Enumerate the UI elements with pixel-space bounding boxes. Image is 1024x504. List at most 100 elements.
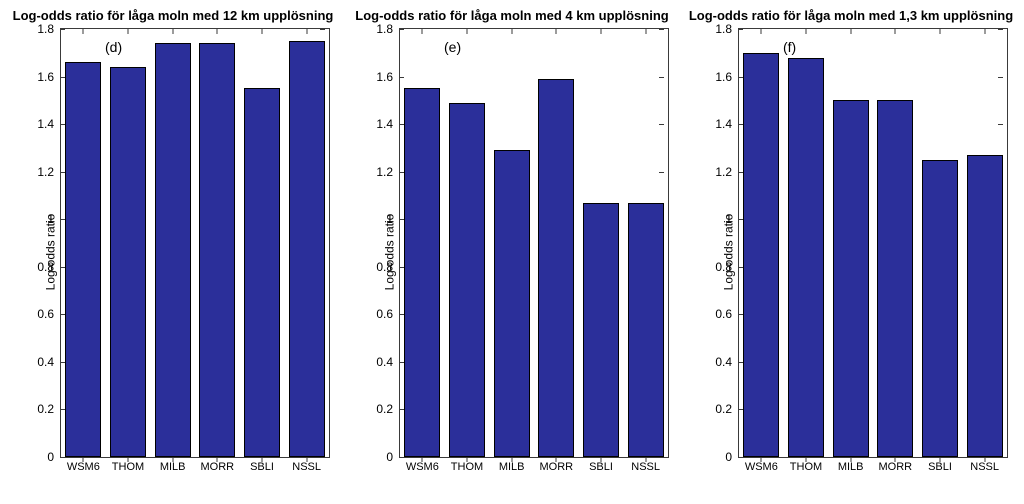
y-tick-label: 1.2: [698, 165, 732, 179]
plot-area: 00.20.40.60.811.21.41.61.8WSM6THOMMILBMO…: [738, 28, 1008, 458]
bar-milb: [494, 150, 530, 457]
x-tick-label: SBLI: [589, 461, 613, 473]
x-tick-top: [217, 29, 218, 34]
y-tick-right: [320, 457, 325, 458]
x-tick-label: WSM6: [67, 461, 100, 473]
y-tick-right: [659, 172, 664, 173]
y-tick-right: [998, 77, 1003, 78]
bar-wsm6: [404, 88, 440, 457]
y-tick-right: [998, 29, 1003, 30]
y-tick-right: [659, 29, 664, 30]
x-tick-label: WSM6: [745, 461, 778, 473]
y-tick-label: 1.6: [359, 70, 393, 84]
x-tick-label: NSSL: [292, 461, 321, 473]
bar-nssl: [289, 41, 325, 457]
x-tick-top: [645, 29, 646, 34]
x-tick-top: [940, 29, 941, 34]
x-tick-label: THOM: [790, 461, 822, 473]
y-tick-label: 1.8: [698, 22, 732, 36]
panel-letter: (f): [783, 39, 796, 55]
panel-f: Log-odds ratio för låga moln med 1,3 km …: [686, 8, 1016, 496]
y-tick-label: 0.8: [20, 260, 54, 274]
y-tick-label: 0.6: [20, 307, 54, 321]
y-tick-label: 0: [698, 450, 732, 464]
bar-thom: [449, 103, 485, 457]
y-tick-right: [320, 29, 325, 30]
panel-letter: (e): [444, 39, 461, 55]
x-tick-label: MORR: [540, 461, 574, 473]
y-tick-right: [659, 457, 664, 458]
y-tick-right: [659, 77, 664, 78]
y-tick-label: 1.2: [359, 165, 393, 179]
y-tick-right: [998, 457, 1003, 458]
x-tick-top: [761, 29, 762, 34]
x-tick-top: [601, 29, 602, 34]
figure: Log-odds ratio för låga moln med 12 km u…: [0, 0, 1024, 504]
x-tick-label: NSSL: [970, 461, 999, 473]
x-tick-top: [306, 29, 307, 34]
y-tick-label: 0.6: [698, 307, 732, 321]
bar-sbli: [583, 203, 619, 457]
x-tick-top: [172, 29, 173, 34]
bar-milb: [833, 100, 869, 457]
plot-area: 00.20.40.60.811.21.41.61.8WSM6THOMMILBMO…: [60, 28, 330, 458]
plot-area: 00.20.40.60.811.21.41.61.8WSM6THOMMILBMO…: [399, 28, 669, 458]
bar-nssl: [967, 155, 1003, 457]
y-tick-label: 0.8: [359, 260, 393, 274]
y-tick-label: 0.4: [20, 355, 54, 369]
x-tick-label: MILB: [499, 461, 525, 473]
panel-d: Log-odds ratio för låga moln med 12 km u…: [8, 8, 338, 496]
panel-letter: (d): [105, 39, 122, 55]
x-tick-label: WSM6: [406, 461, 439, 473]
panel-title: Log-odds ratio för låga moln med 1,3 km …: [686, 8, 1016, 23]
y-tick-label: 0.6: [359, 307, 393, 321]
y-tick-label: 0: [20, 450, 54, 464]
y-tick-label: 1: [20, 212, 54, 226]
x-tick-top: [83, 29, 84, 34]
y-tick-right: [659, 124, 664, 125]
bar-thom: [110, 67, 146, 457]
x-tick-label: NSSL: [631, 461, 660, 473]
y-tick-label: 0: [359, 450, 393, 464]
bar-wsm6: [743, 53, 779, 457]
y-tick-label: 0.2: [698, 402, 732, 416]
bar-wsm6: [65, 62, 101, 457]
bar-morr: [199, 43, 235, 457]
x-tick-top: [850, 29, 851, 34]
y-tick-label: 1.4: [698, 117, 732, 131]
x-tick-label: THOM: [112, 461, 144, 473]
x-tick-label: MILB: [838, 461, 864, 473]
bar-milb: [155, 43, 191, 457]
y-tick-label: 1.4: [359, 117, 393, 131]
y-tick-label: 0.4: [698, 355, 732, 369]
x-tick-label: MILB: [160, 461, 186, 473]
bar-morr: [538, 79, 574, 457]
y-tick-label: 1.4: [20, 117, 54, 131]
x-tick-top: [262, 29, 263, 34]
x-tick-label: THOM: [451, 461, 483, 473]
x-tick-label: MORR: [201, 461, 235, 473]
panel-title: Log-odds ratio för låga moln med 12 km u…: [8, 8, 338, 23]
panel-title: Log-odds ratio för låga moln med 4 km up…: [347, 8, 677, 23]
x-tick-top: [511, 29, 512, 34]
y-tick-label: 1.6: [20, 70, 54, 84]
y-tick-label: 0.2: [20, 402, 54, 416]
x-tick-top: [128, 29, 129, 34]
bar-sbli: [922, 160, 958, 457]
y-tick-label: 1.6: [698, 70, 732, 84]
bar-thom: [788, 58, 824, 457]
y-tick-label: 1.2: [20, 165, 54, 179]
y-tick-right: [998, 124, 1003, 125]
y-tick-label: 1: [359, 212, 393, 226]
bar-nssl: [628, 203, 664, 457]
panel-e: Log-odds ratio för låga moln med 4 km up…: [347, 8, 677, 496]
x-tick-label: SBLI: [250, 461, 274, 473]
y-tick-label: 1: [698, 212, 732, 226]
x-tick-label: SBLI: [928, 461, 952, 473]
x-tick-top: [422, 29, 423, 34]
y-tick-label: 0.2: [359, 402, 393, 416]
bar-morr: [877, 100, 913, 457]
x-tick-top: [895, 29, 896, 34]
x-tick-top: [984, 29, 985, 34]
x-tick-top: [467, 29, 468, 34]
